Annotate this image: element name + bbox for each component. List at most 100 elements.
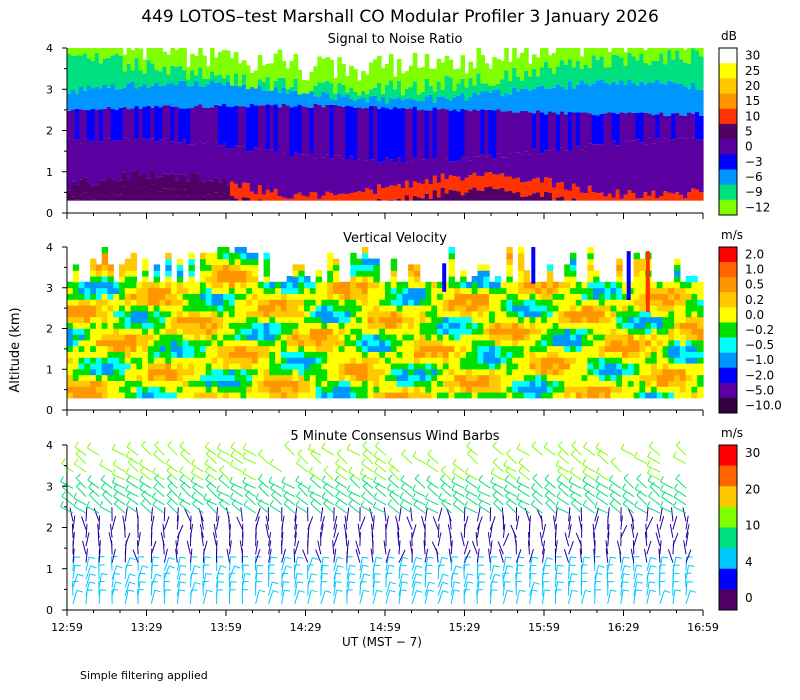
colorbar-swatch <box>719 48 737 64</box>
colorbar-label: −0.2 <box>745 323 774 337</box>
colorbar-label: 20 <box>745 482 760 496</box>
colorbar-swatch <box>719 154 737 170</box>
colorbar-label: 4 <box>745 555 753 569</box>
colorbar-label: 10 <box>745 109 760 123</box>
colorbar-label: −3 <box>745 155 763 169</box>
panel-title: Vertical Velocity <box>343 231 447 246</box>
colorbar-swatch <box>719 78 737 94</box>
colorbar-swatch <box>719 322 737 338</box>
x-tick-label: 13:29 <box>131 621 163 634</box>
colorbar-label: −2.0 <box>745 368 774 382</box>
panel-title: 5 Minute Consensus Wind Barbs <box>290 429 499 444</box>
colorbar-swatch <box>719 548 737 570</box>
colorbar: m/s2.01.00.50.20.0−0.2−0.5−1.0−2.0−5.0 −1… <box>718 228 782 414</box>
colorbar-swatch <box>719 465 737 487</box>
colorbar-label: 0.2 <box>745 293 764 307</box>
colorbar-swatch <box>719 397 737 414</box>
data-layer <box>67 48 704 201</box>
colorbar-swatch <box>719 307 737 323</box>
colorbar-swatch <box>719 199 737 216</box>
colorbar-swatch <box>719 445 737 467</box>
colorbar-label: 25 <box>745 64 760 78</box>
x-tick-label: 15:29 <box>449 621 481 634</box>
colorbar-label: 20 <box>745 79 760 93</box>
y-tick-label: 4 <box>46 42 53 55</box>
colorbar-label: 10 <box>745 519 760 533</box>
colorbar-label: −9 <box>745 185 763 199</box>
y-tick-label: 2 <box>46 522 53 535</box>
panel-title: Signal to Noise Ratio <box>328 32 463 47</box>
y-tick-label: 2 <box>46 323 53 336</box>
colorbar-swatch <box>719 337 737 354</box>
data-layer <box>60 440 697 604</box>
y-tick-label: 1 <box>46 166 53 179</box>
colorbar-swatch <box>719 93 737 110</box>
colorbar: m/s30 20 10 4 0 <box>718 426 760 611</box>
y-tick-label: 4 <box>46 241 53 254</box>
colorbar-label: −1.0 <box>745 353 774 367</box>
y-tick-label: 3 <box>46 480 53 493</box>
colorbar-label: 0 <box>745 591 753 605</box>
colorbar-unit: dB <box>721 29 737 43</box>
y-tick-label: 1 <box>46 563 53 576</box>
colorbar-unit: m/s <box>721 228 743 242</box>
colorbar-swatch <box>719 382 737 399</box>
y-tick-label: 0 <box>46 207 53 220</box>
axes: 0 1 2 3 4 12:59 13:29 13:59 14:29 14:59 15:29 15:59… <box>46 439 719 634</box>
x-tick-label: 12:59 <box>51 621 83 634</box>
colorbar-swatch <box>719 184 737 201</box>
x-tick-label: 16:59 <box>687 621 719 634</box>
x-tick-label: 16:29 <box>608 621 640 634</box>
colorbar-swatch <box>719 367 737 384</box>
panel-3: 5 Minute Consensus Wind Barbs 0 1 2 3 4 12:59 1… <box>46 426 760 634</box>
colorbar-label: 15 <box>745 94 760 108</box>
colorbar-swatch <box>719 486 737 508</box>
axes: 0 1 2 3 4 <box>46 241 704 417</box>
colorbar-label: 0.5 <box>745 278 764 292</box>
colorbar-label: −6 <box>745 170 763 184</box>
colorbar-frame <box>718 444 738 611</box>
colorbar-swatch <box>719 63 737 79</box>
x-axis-label: UT (MST − 7) <box>342 635 422 649</box>
colorbar-label: −12 <box>745 200 770 214</box>
colorbar-swatch <box>719 527 737 549</box>
colorbar-swatch <box>719 262 737 278</box>
colorbar-frame <box>718 47 738 216</box>
colorbar-label: 30 <box>745 49 760 63</box>
x-tick-label: 13:59 <box>210 621 242 634</box>
colorbar-label: 0.0 <box>745 308 764 322</box>
y-axis-label: Altitude (km) <box>8 307 23 392</box>
axes: 0 1 2 3 4 <box>46 42 704 220</box>
colorbar-swatch <box>719 292 737 308</box>
colorbar-label: 0 <box>745 140 753 154</box>
colorbar-label: −10.0 <box>745 399 782 413</box>
footer-note: Simple filtering applied <box>80 669 208 682</box>
y-tick-label: 3 <box>46 282 53 295</box>
y-tick-label: 0 <box>46 604 53 617</box>
colorbar-label: −0.5 <box>745 338 774 352</box>
y-tick-label: 2 <box>46 125 53 138</box>
colorbar-swatch <box>719 589 737 611</box>
colorbar-unit: m/s <box>721 426 743 440</box>
colorbar-label: 1.0 <box>745 263 764 277</box>
colorbar-swatch <box>719 108 737 125</box>
x-tick-label: 15:59 <box>528 621 560 634</box>
colorbar-label: 30 <box>745 446 760 460</box>
x-tick-label: 14:29 <box>290 621 322 634</box>
colorbar-swatch <box>719 352 737 369</box>
data-layer <box>67 247 704 399</box>
y-tick-label: 1 <box>46 363 53 376</box>
colorbar-swatch <box>719 277 737 293</box>
y-tick-label: 3 <box>46 83 53 96</box>
colorbar-label: 2.0 <box>745 248 764 262</box>
figure-title: 449 LOTOS–test Marshall CO Modular Profi… <box>141 7 659 27</box>
panel-1: Signal to Noise Ratio01234dB302520151050… <box>46 29 770 220</box>
colorbar-label: −5.0 <box>745 383 774 397</box>
colorbar-swatch <box>719 568 737 590</box>
x-tick-label: 14:59 <box>369 621 401 634</box>
panel-2: Vertical Velocity 0 1 2 3 4 m/s2.01.00.50.20.0… <box>46 228 782 417</box>
colorbar-swatch <box>719 169 737 186</box>
colorbar-frame <box>718 246 738 414</box>
